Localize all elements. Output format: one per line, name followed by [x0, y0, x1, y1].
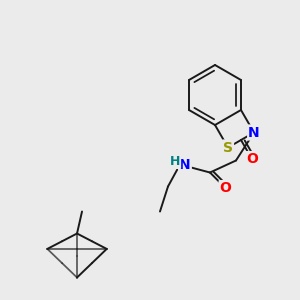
- Text: O: O: [220, 181, 232, 195]
- Text: N: N: [179, 158, 191, 172]
- Text: H: H: [170, 155, 180, 168]
- Text: N: N: [248, 125, 260, 140]
- Text: O: O: [246, 152, 258, 166]
- Text: S: S: [223, 140, 233, 154]
